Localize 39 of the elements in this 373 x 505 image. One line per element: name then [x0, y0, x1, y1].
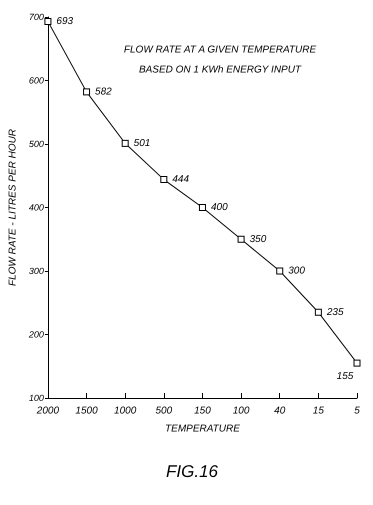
y-tick-label: 100 — [28, 393, 44, 403]
x-tick-label: 40 — [274, 406, 286, 416]
point — [160, 176, 168, 184]
point — [354, 360, 360, 367]
point — [314, 308, 322, 316]
x-tick-label: 1500 — [75, 406, 98, 416]
data-label: 300 — [288, 266, 306, 276]
y-axis-title: FLOW RATE - LITRES PER HOUR — [8, 128, 18, 286]
x-tick-label: 500 — [155, 406, 173, 416]
text: FLOW RATE AT A GIVEN TEMPERATURE — [124, 44, 316, 56]
data-label: 501 — [134, 138, 150, 149]
x-tick-label: 150 — [194, 406, 212, 416]
y-tick-label: 300 — [28, 266, 44, 276]
point — [83, 88, 90, 96]
data-label: 400 — [210, 202, 228, 213]
y-tick-label: 700 — [28, 12, 44, 22]
y-tick-label: 600 — [28, 76, 44, 86]
data-label: 235 — [326, 306, 344, 318]
point — [198, 204, 206, 211]
y-tick-label: 400 — [28, 202, 44, 212]
point — [276, 268, 284, 274]
text: BASED ON 1 KWh ENERGY INPUT — [138, 64, 302, 76]
x-axis-title: TEMPERATURE — [165, 424, 240, 434]
x-tick-label: 5 — [354, 406, 360, 416]
x-tick-label: 15 — [312, 406, 324, 416]
data-label: 155 — [336, 371, 354, 382]
data-label: 582 — [95, 86, 112, 98]
x-tick-label: 1000 — [114, 406, 137, 416]
point — [122, 140, 129, 147]
y-tick-label: 200 — [28, 330, 44, 340]
caption: FIG.16 — [166, 462, 219, 481]
point — [44, 18, 52, 25]
data-label: 444 — [172, 174, 190, 186]
data-label: 693 — [56, 16, 74, 27]
x-tick-label: 2000 — [36, 406, 60, 416]
point — [238, 236, 245, 243]
y-tick-label: 500 — [28, 139, 44, 149]
x-tick-label: 100 — [232, 406, 250, 416]
data-label: 350 — [250, 234, 267, 245]
